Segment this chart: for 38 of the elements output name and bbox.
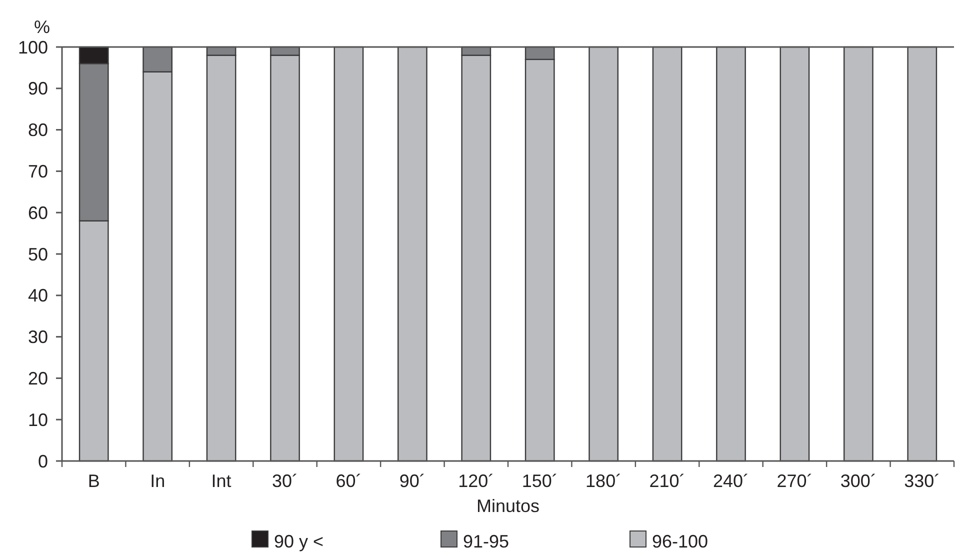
x-tick-label: 270´ — [776, 471, 813, 491]
y-tick-label: 60 — [28, 202, 48, 223]
x-tick-label: B — [88, 471, 100, 491]
y-tick-label: 10 — [28, 410, 48, 430]
x-tick-label: 120´ — [458, 471, 494, 491]
y-tick-label: 40 — [28, 286, 48, 306]
legend-label: 91-95 — [463, 531, 510, 552]
y-tick-label: 90 — [28, 78, 48, 99]
x-tick-label: Int — [211, 471, 232, 491]
y-tick-label: 30 — [28, 327, 48, 348]
x-axis-title: Minutos — [476, 496, 540, 516]
y-tick-label: 70 — [28, 162, 48, 182]
x-tick-label: 300´ — [840, 471, 876, 491]
bar — [716, 46, 746, 462]
y-tick-label: 0 — [38, 451, 48, 472]
y-tick-label: 20 — [28, 368, 48, 388]
x-tick-label: 210´ — [649, 471, 686, 491]
y-tick-label: 80 — [28, 120, 48, 140]
y-tick-label: 100 — [18, 37, 48, 58]
x-tick-label: 30´ — [272, 471, 298, 491]
x-tick-label: 150´ — [522, 471, 558, 491]
bar — [397, 46, 428, 462]
x-tick-label: In — [150, 471, 166, 491]
x-tick-label: 90´ — [399, 471, 426, 491]
bar — [843, 46, 874, 462]
y-axis-title: % — [34, 17, 50, 37]
bar — [588, 46, 619, 462]
bar — [652, 46, 682, 462]
x-tick-label: 180´ — [586, 471, 622, 491]
y-tick-label: 50 — [28, 244, 48, 264]
x-tick-label: 240´ — [712, 471, 750, 491]
legend-label: 90 y < — [274, 531, 324, 552]
bar — [780, 46, 810, 462]
legend-label: 96-100 — [652, 531, 708, 552]
bar — [334, 46, 364, 462]
x-tick-label: 330´ — [904, 471, 940, 491]
bar — [907, 46, 938, 462]
x-tick-label: 60´ — [336, 471, 362, 491]
